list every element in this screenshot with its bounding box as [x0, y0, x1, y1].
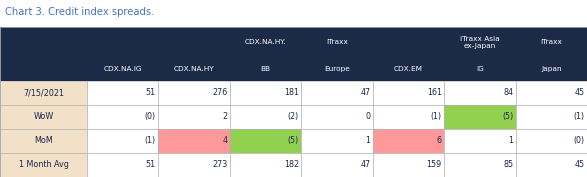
- Bar: [230, 153, 301, 177]
- Text: MoM: MoM: [34, 136, 53, 145]
- Text: iTraxx: iTraxx: [326, 39, 348, 45]
- Bar: [301, 81, 373, 105]
- Text: Chart 3. Credit index spreads.: Chart 3. Credit index spreads.: [5, 7, 154, 16]
- Bar: [158, 105, 230, 129]
- Bar: [230, 129, 301, 153]
- Text: IG: IG: [476, 66, 484, 72]
- Bar: [373, 81, 444, 105]
- Bar: [515, 129, 587, 153]
- Bar: [444, 129, 515, 153]
- Bar: [373, 153, 444, 177]
- Text: CDX.EM: CDX.EM: [394, 66, 423, 72]
- Text: 6: 6: [437, 136, 442, 145]
- Bar: [515, 81, 587, 105]
- Text: 47: 47: [360, 88, 370, 97]
- Text: 182: 182: [284, 160, 299, 169]
- Text: Japan: Japan: [541, 66, 562, 72]
- Text: 1: 1: [508, 136, 513, 145]
- Text: 7/15/2021: 7/15/2021: [23, 88, 64, 97]
- Bar: [444, 153, 515, 177]
- Bar: [0, 27, 587, 81]
- Text: CDX.NA.HY: CDX.NA.HY: [174, 66, 214, 72]
- Text: 1: 1: [365, 136, 370, 145]
- Bar: [515, 153, 587, 177]
- Bar: [230, 81, 301, 105]
- Bar: [373, 105, 444, 129]
- Bar: [0, 81, 87, 105]
- Text: (0): (0): [145, 112, 156, 121]
- Bar: [373, 129, 444, 153]
- Bar: [301, 105, 373, 129]
- Bar: [0, 153, 87, 177]
- Text: 181: 181: [284, 88, 299, 97]
- Text: 47: 47: [360, 160, 370, 169]
- Text: 4: 4: [222, 136, 227, 145]
- Text: 273: 273: [212, 160, 227, 169]
- Bar: [515, 105, 587, 129]
- Text: (2): (2): [288, 112, 299, 121]
- Text: CDX.NA.IG: CDX.NA.IG: [103, 66, 142, 72]
- Text: 84: 84: [503, 88, 513, 97]
- Bar: [0, 105, 87, 129]
- Text: 276: 276: [212, 88, 227, 97]
- Text: 0: 0: [365, 112, 370, 121]
- Text: (1): (1): [573, 112, 585, 121]
- Text: 45: 45: [575, 160, 585, 169]
- Bar: [301, 153, 373, 177]
- Bar: [230, 105, 301, 129]
- Text: BB: BB: [261, 66, 271, 72]
- Text: iTraxx: iTraxx: [541, 39, 562, 45]
- Bar: [301, 129, 373, 153]
- Text: 85: 85: [503, 160, 513, 169]
- Text: Europe: Europe: [324, 66, 350, 72]
- Text: (5): (5): [502, 112, 513, 121]
- Text: 45: 45: [575, 88, 585, 97]
- Text: (1): (1): [145, 136, 156, 145]
- Text: 51: 51: [146, 160, 156, 169]
- Bar: [158, 153, 230, 177]
- Text: 51: 51: [146, 88, 156, 97]
- Bar: [444, 105, 515, 129]
- Bar: [158, 129, 230, 153]
- Text: iTraxx Asia
ex-Japan: iTraxx Asia ex-Japan: [460, 36, 500, 49]
- Text: WoW: WoW: [33, 112, 53, 121]
- Bar: [87, 81, 158, 105]
- Text: (1): (1): [431, 112, 442, 121]
- Bar: [0, 129, 87, 153]
- Bar: [87, 105, 158, 129]
- Text: 1 Month Avg: 1 Month Avg: [19, 160, 68, 169]
- Bar: [87, 153, 158, 177]
- Bar: [444, 81, 515, 105]
- Text: (0): (0): [573, 136, 585, 145]
- Text: 159: 159: [427, 160, 442, 169]
- Text: 161: 161: [427, 88, 442, 97]
- Text: CDX.NA.HY.: CDX.NA.HY.: [245, 39, 286, 45]
- Bar: [158, 81, 230, 105]
- Text: 2: 2: [222, 112, 227, 121]
- Bar: [0, 27, 587, 177]
- Text: (5): (5): [288, 136, 299, 145]
- Bar: [87, 129, 158, 153]
